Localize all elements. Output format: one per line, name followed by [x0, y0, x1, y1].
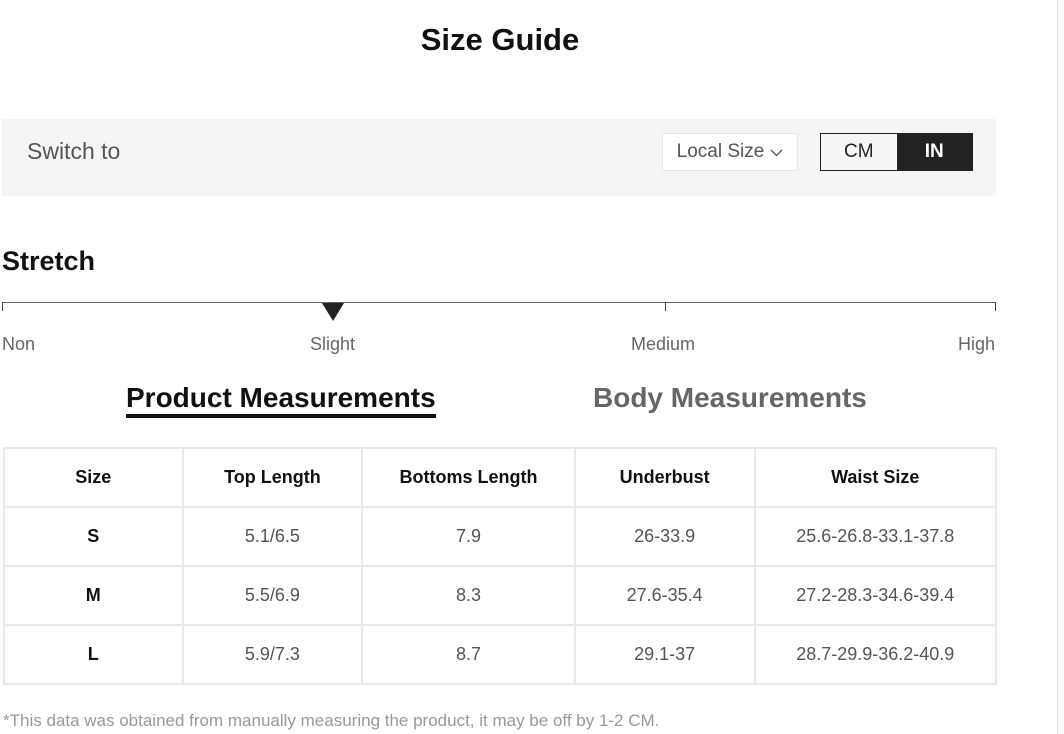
table-cell: 5.1/6.5: [181, 506, 364, 567]
column-header: Top Length: [181, 447, 364, 508]
stretch-label-non: Non: [2, 334, 36, 354]
switch-to-label: Switch to: [27, 138, 121, 164]
table-cell: 28.7-29.9-36.2-40.9: [753, 624, 998, 685]
table-row: M 5.5/6.9 8.3 27.6-35.4 27.2-28.3-34.6-3…: [3, 565, 998, 626]
size-cell: L: [3, 624, 184, 685]
table-cell: 8.7: [361, 624, 576, 685]
column-header: Size: [3, 447, 184, 508]
table-cell: 5.5/6.9: [181, 565, 364, 626]
page-title: Size Guide: [420, 22, 580, 57]
measurement-note: *This data was obtained from manually me…: [3, 711, 660, 730]
column-header: Underbust: [573, 447, 756, 508]
chevron-down-icon: [770, 141, 783, 163]
table-cell: 8.3: [361, 565, 576, 626]
size-cell: M: [3, 565, 184, 626]
table-cell: 5.9/7.3: [181, 624, 364, 685]
stretch-label-slight: Slight: [310, 334, 356, 354]
table-cell: 27.6-35.4: [573, 565, 756, 626]
stretch-scale-line: [2, 302, 996, 303]
table-cell: 29.1-37: [573, 624, 756, 685]
local-size-dropdown[interactable]: Local Size: [662, 133, 798, 171]
dropdown-label: Local Size: [676, 141, 765, 162]
unit-toggle: CM IN: [820, 133, 973, 171]
tab-body-measurements[interactable]: Body Measurements: [593, 382, 867, 413]
unit-cm-button[interactable]: CM: [843, 141, 874, 162]
stretch-heading: Stretch: [2, 246, 96, 276]
size-table: Size Top Length Bottoms Length Underbust…: [3, 447, 998, 685]
scrollbar[interactable]: [1057, 0, 1064, 734]
stretch-tick: [2, 302, 3, 311]
table-cell: 7.9: [361, 506, 576, 567]
table-cell: 25.6-26.8-33.1-37.8: [753, 506, 998, 567]
table-header-row: Size Top Length Bottoms Length Underbust…: [3, 447, 998, 508]
table-cell: 27.2-28.3-34.6-39.4: [753, 565, 998, 626]
tab-product-measurements[interactable]: Product Measurements: [126, 382, 436, 418]
size-cell: S: [3, 506, 184, 567]
stretch-marker-icon: [322, 303, 344, 321]
stretch-label-high: High: [958, 334, 996, 354]
table-row: S 5.1/6.5 7.9 26-33.9 25.6-26.8-33.1-37.…: [3, 506, 998, 567]
stretch-tick: [665, 302, 666, 311]
stretch-tick: [995, 302, 996, 311]
column-header: Bottoms Length: [361, 447, 576, 508]
column-header: Waist Size: [753, 447, 998, 508]
unit-in-button[interactable]: IN: [896, 134, 972, 170]
table-cell: 26-33.9: [573, 506, 756, 567]
stretch-label-medium: Medium: [631, 334, 696, 354]
table-row: L 5.9/7.3 8.7 29.1-37 28.7-29.9-36.2-40.…: [3, 624, 998, 685]
unit-switch-bar: [2, 119, 996, 196]
